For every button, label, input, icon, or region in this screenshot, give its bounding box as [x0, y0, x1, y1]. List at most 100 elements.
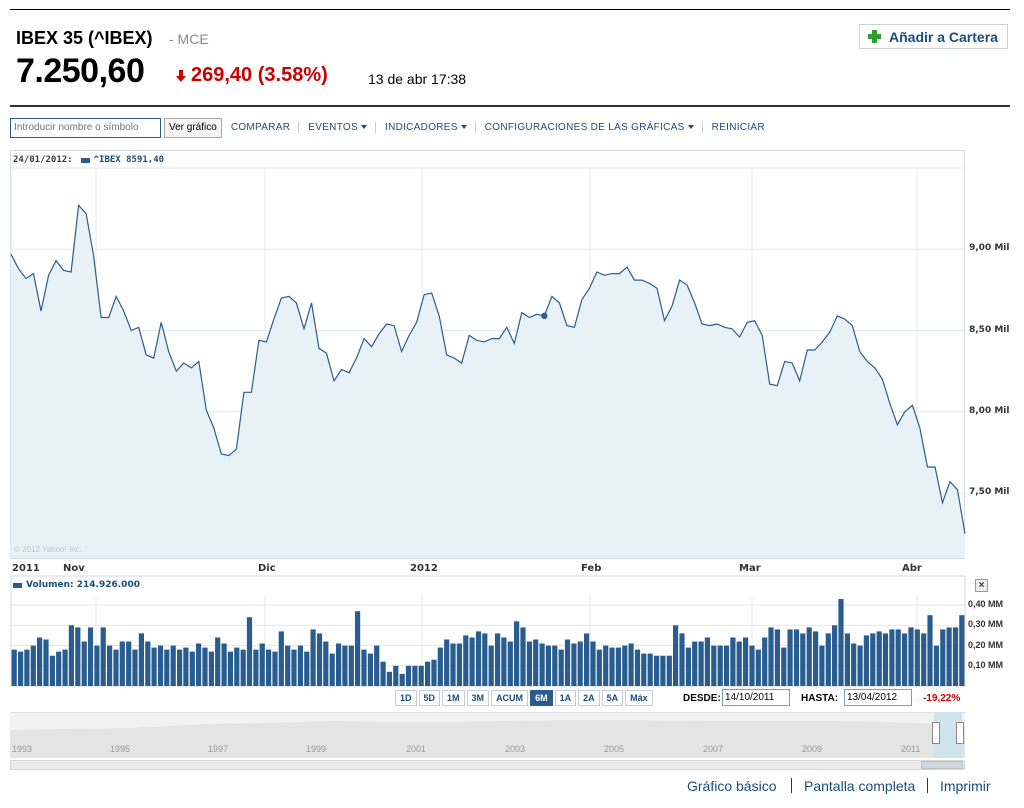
- volume-bar: [743, 637, 749, 686]
- volume-bar: [590, 641, 596, 686]
- volume-bar: [482, 633, 488, 686]
- volume-bar: [692, 641, 698, 686]
- add-portfolio-label: Añadir a Cartera: [889, 28, 998, 45]
- volume-bar: [81, 641, 87, 686]
- volume-bar: [584, 633, 590, 686]
- volume-bar: [227, 651, 233, 686]
- volume-bar: [730, 637, 736, 686]
- volume-bar: [755, 649, 761, 686]
- volume-tick-label: 0,40 MM: [968, 599, 1004, 610]
- add-portfolio-button[interactable]: Añadir a Cartera: [859, 24, 1008, 49]
- volume-bar: [164, 649, 170, 686]
- range-button-3m[interactable]: 3M: [466, 690, 490, 706]
- volume-bar: [488, 645, 494, 686]
- volume-bar: [266, 649, 272, 686]
- volume-bar: [539, 643, 545, 686]
- view-chart-button[interactable]: Ver gráfico: [164, 117, 222, 138]
- volume-bar: [202, 647, 208, 686]
- volume-bar: [507, 641, 513, 686]
- navigator-scrollbar[interactable]: [10, 760, 965, 770]
- y-tick-label: 9,00 Mil: [969, 243, 1010, 254]
- x-tick-label: Abr: [902, 563, 922, 574]
- volume-bar: [679, 633, 685, 686]
- volume-bar: [30, 645, 36, 686]
- to-label: HASTA:: [801, 693, 839, 704]
- volume-bar: [723, 645, 730, 686]
- volume-bar: [405, 665, 412, 686]
- x-tick-label: 2011: [12, 563, 40, 574]
- volume-bar: [902, 633, 908, 686]
- to-date-input[interactable]: [844, 689, 912, 706]
- volume-bar: [914, 629, 920, 686]
- volume-bar: [882, 633, 889, 686]
- exchange-label: - MCE: [169, 31, 209, 47]
- volume-bar: [876, 631, 882, 686]
- from-date-input[interactable]: [722, 689, 790, 706]
- full-screen-link[interactable]: Pantalla completa: [804, 778, 916, 794]
- navigator-year-label: 2005: [604, 744, 625, 754]
- symbol-search-input[interactable]: [10, 117, 161, 138]
- range-button-1d[interactable]: 1D: [395, 690, 417, 706]
- volume-bar: [297, 645, 303, 686]
- last-price: 7.250,60: [16, 52, 145, 90]
- volume-bar: [564, 639, 571, 686]
- chart-settings-menu[interactable]: CONFIGURACIONES DE LAS GRÁFICAS: [485, 122, 703, 133]
- volume-bar: [844, 633, 850, 686]
- volume-bar: [444, 639, 450, 686]
- range-button-1m[interactable]: 1M: [442, 690, 465, 706]
- volume-bar: [100, 627, 106, 686]
- indicators-menu[interactable]: INDICADORES: [385, 122, 476, 133]
- volume-bar: [571, 643, 577, 686]
- navigator-year-label: 2009: [802, 744, 823, 754]
- range-button-6m[interactable]: 6M: [530, 690, 553, 706]
- volume-bar: [628, 643, 634, 686]
- chart-legend: 24/01/2012: ^IBEX 8591,40: [13, 155, 164, 165]
- reset-link[interactable]: REINICIAR: [711, 122, 765, 133]
- volume-bar: [927, 615, 933, 686]
- volume-bar: [68, 625, 74, 686]
- navigator-left-handle[interactable]: [932, 722, 940, 744]
- volume-bar: [145, 641, 151, 686]
- volume-bar: [456, 643, 462, 686]
- volume-bar: [666, 655, 672, 686]
- volume-bar: [304, 651, 310, 686]
- volume-bar: [94, 645, 100, 686]
- volume-bar: [240, 649, 246, 686]
- range-button-acum[interactable]: ACUM: [491, 690, 529, 706]
- volume-bar: [819, 645, 825, 686]
- volume-bar: [526, 641, 532, 686]
- range-button-1a[interactable]: 1A: [554, 690, 577, 706]
- close-volume-button[interactable]: ×: [975, 579, 988, 592]
- navigator-scroll-thumb[interactable]: [921, 761, 963, 769]
- volume-bar: [43, 639, 49, 686]
- range-button-2a[interactable]: 2A: [578, 690, 600, 706]
- basic-chart-link[interactable]: Gráfico básico: [687, 778, 777, 794]
- range-button-5d[interactable]: 5D: [418, 690, 441, 706]
- navigator-right-handle[interactable]: [956, 722, 964, 744]
- volume-bar: [24, 649, 30, 686]
- volume-bar: [278, 631, 284, 686]
- volume-bar: [183, 647, 189, 686]
- volume-bar: [221, 643, 227, 686]
- volume-bar: [475, 631, 482, 686]
- navigator-year-label: 1995: [110, 744, 131, 754]
- volume-bar: [908, 627, 914, 686]
- volume-bar: [336, 643, 342, 686]
- events-menu[interactable]: EVENTOS: [308, 122, 376, 133]
- chevron-down-icon: [460, 125, 467, 130]
- volume-bar: [208, 651, 214, 686]
- compare-link[interactable]: COMPARAR: [231, 122, 300, 133]
- events-label: EVENTOS: [308, 122, 358, 133]
- volume-bar: [234, 647, 240, 686]
- volume-bar: [393, 665, 399, 686]
- range-button-5a[interactable]: 5A: [601, 690, 624, 706]
- volume-bar: [825, 633, 831, 686]
- volume-bar: [380, 661, 386, 686]
- volume-bar: [622, 645, 628, 686]
- volume-bar: [177, 649, 183, 686]
- print-link[interactable]: Imprimir: [940, 778, 991, 794]
- range-button-máx[interactable]: Máx: [625, 690, 653, 706]
- volume-bar: [253, 649, 259, 686]
- volume-bar: [660, 655, 666, 686]
